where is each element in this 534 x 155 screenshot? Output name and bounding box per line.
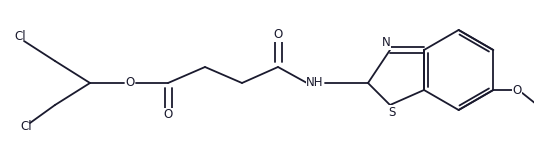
Text: O: O bbox=[513, 84, 522, 97]
Text: S: S bbox=[388, 106, 396, 119]
Text: O: O bbox=[125, 77, 135, 89]
Text: Cl: Cl bbox=[14, 31, 26, 44]
Text: Cl: Cl bbox=[20, 120, 32, 133]
Text: O: O bbox=[163, 108, 172, 122]
Text: NH: NH bbox=[307, 77, 324, 89]
Text: O: O bbox=[273, 29, 282, 42]
Text: N: N bbox=[382, 36, 390, 49]
